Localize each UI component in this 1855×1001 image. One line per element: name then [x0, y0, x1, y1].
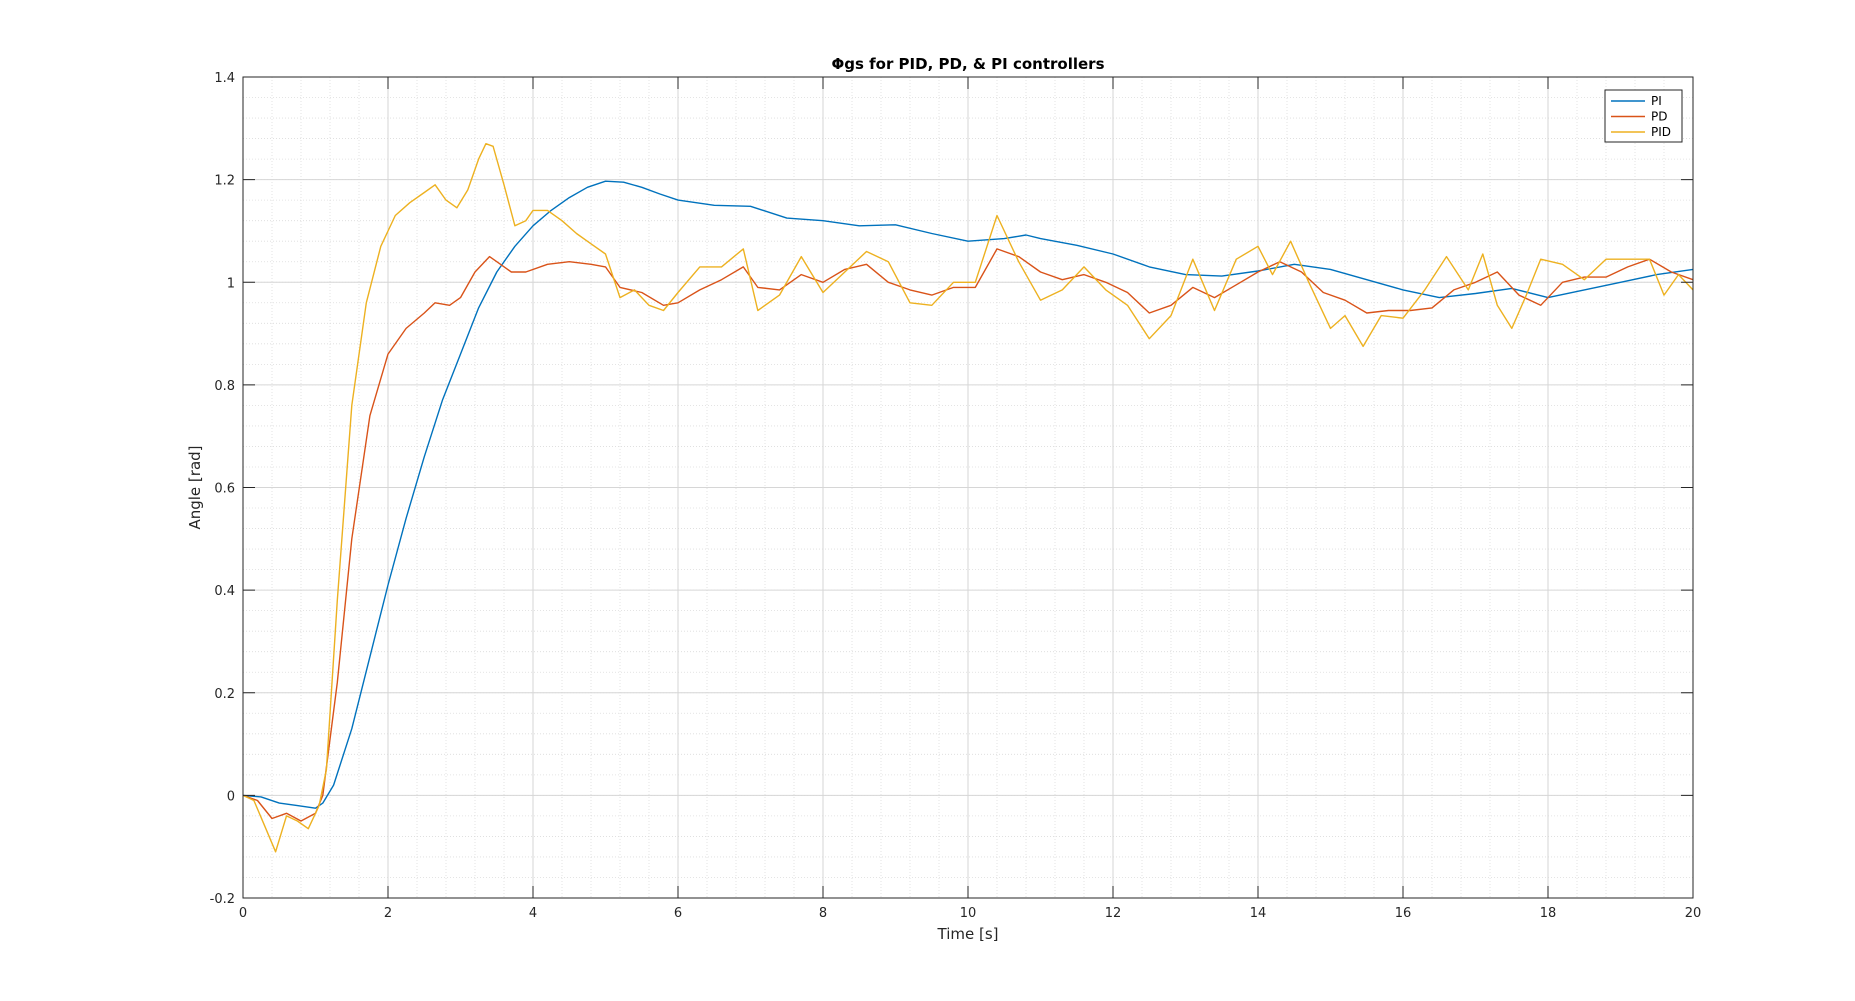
x-tick-label: 14: [1250, 906, 1267, 921]
y-tick-label: 1.4: [214, 71, 235, 86]
series-line-pi: [242, 180, 1694, 809]
legend-entry-pd: PD: [1651, 110, 1667, 124]
legend-entry-pi: PI: [1651, 94, 1662, 108]
y-tick-label: 0.8: [214, 379, 235, 394]
y-tick-label: 1.2: [214, 174, 235, 189]
x-tick-label: 6: [674, 906, 682, 921]
x-tick-label: 18: [1540, 906, 1557, 921]
chart-title: Φgs for PID, PD, & PI controllers: [831, 55, 1104, 73]
x-tick-label: 4: [529, 906, 537, 921]
x-tick-label: 12: [1105, 906, 1122, 921]
y-tick-label: 1: [227, 276, 235, 291]
x-tick-label: 10: [960, 906, 977, 921]
series-line-pd: [242, 248, 1694, 822]
x-tick-label: 20: [1685, 906, 1702, 921]
y-tick-labels: -0.2 0 0.2 0.4 0.6 0.8 1 1.2 1.4: [210, 71, 235, 907]
legend-entry-pid: PID: [1651, 125, 1671, 139]
x-tick-labels: 0 2 4 6 8 10 12 14 16 18 20: [239, 906, 1701, 921]
series-layer: [242, 143, 1694, 853]
series-line-pid: [242, 143, 1694, 853]
y-tick-label: 0.2: [214, 687, 235, 702]
x-tick-label: 2: [384, 906, 392, 921]
y-tick-label: 0.6: [214, 482, 235, 497]
x-tick-label: 16: [1395, 906, 1412, 921]
y-tick-label: -0.2: [210, 892, 235, 907]
x-tick-label: 0: [239, 906, 247, 921]
y-tick-label: 0.4: [214, 584, 235, 599]
axis-ticks: [242, 76, 1694, 899]
y-axis-label: Angle [rad]: [186, 445, 204, 529]
y-tick-label: 0: [227, 789, 235, 804]
x-tick-label: 8: [819, 906, 827, 921]
x-axis-label: Time [s]: [937, 925, 999, 943]
